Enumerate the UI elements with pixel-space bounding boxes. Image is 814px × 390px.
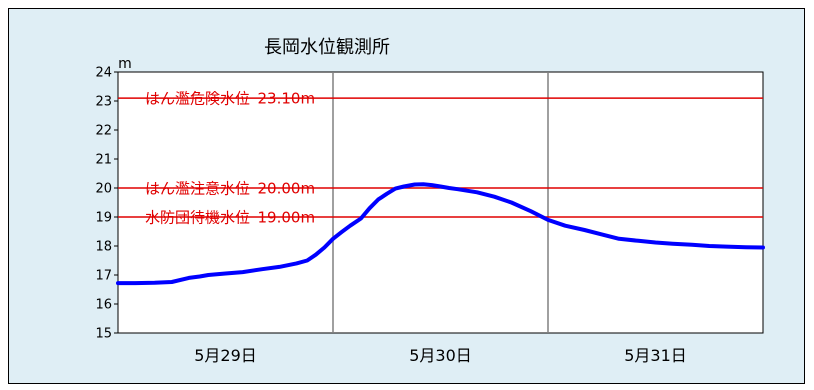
chart-canvas: 長岡水位観測所 m 15 16 17 18 19 20 21 22 23 24 5月29日 5月30… [95, 37, 765, 365]
day-separators [332, 72, 549, 333]
x-axis-ticks: 5月29日 5月30日 5月31日 [194, 346, 687, 365]
chart-frame: 長岡水位観測所 m 15 16 17 18 19 20 21 22 23 24 5月29日 5月30… [8, 8, 805, 384]
y-tick-label: 23 [95, 95, 112, 110]
y-tick-label: 21 [95, 153, 112, 168]
plot-area [117, 71, 764, 334]
water-level-series-line [116, 182, 765, 286]
threshold-label-1: はん濫危険水位 23.10m [145, 90, 315, 108]
y-tick-label: 24 [95, 66, 112, 81]
y-tick-label: 15 [95, 327, 112, 342]
y-axis-unit: m [118, 56, 132, 72]
x-tick-label: 5月31日 [624, 346, 687, 365]
x-tick-label: 5月29日 [194, 346, 257, 365]
y-tick-label: 20 [95, 182, 112, 197]
chart-title: 長岡水位観測所 [264, 37, 390, 58]
y-axis-ticks: 15 16 17 18 19 20 21 22 23 24 [95, 66, 118, 342]
y-tick-label: 19 [95, 211, 112, 226]
threshold-label-3: 水防団待機水位 19.00m [145, 209, 315, 227]
y-tick-label: 22 [95, 124, 112, 139]
y-tick-label: 17 [95, 269, 112, 284]
series-group [116, 182, 765, 286]
y-tick-label: 18 [95, 240, 112, 255]
x-tick-label: 5月30日 [409, 346, 472, 365]
y-tick-label: 16 [95, 298, 112, 313]
threshold-annotations: はん濫危険水位 23.10m はん濫注意水位 20.00m 水防団待機水位 19.0… [145, 90, 315, 227]
threshold-label-2: はん濫注意水位 20.00m [145, 180, 315, 198]
